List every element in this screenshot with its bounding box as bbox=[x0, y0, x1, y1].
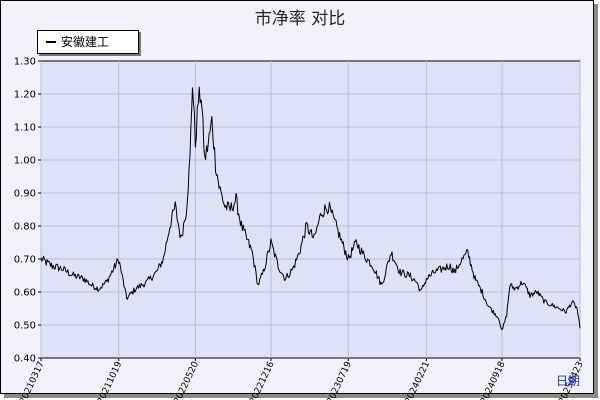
x-tick-label: 20221216 bbox=[248, 360, 277, 400]
y-tick-label: 1.10 bbox=[14, 123, 36, 134]
x-tick-label: 20240918 bbox=[479, 360, 508, 400]
x-axis: 20210317 20211019 20220520 20221216 20230719… bbox=[18, 358, 586, 400]
series-line-anhui-jiangong bbox=[40, 86, 581, 331]
y-tick-label: 0.90 bbox=[14, 189, 36, 200]
legend: 安徽建工 bbox=[37, 30, 139, 54]
grid-lines bbox=[40, 61, 581, 358]
x-tick-label: 20210317 bbox=[18, 360, 46, 400]
x-tick-label: 20230719 bbox=[326, 360, 355, 400]
y-axis: 0.40 0.50 0.60 0.70 0.80 0.90 1.00 1.10 1.20 1.30 bbox=[14, 57, 41, 365]
x-tick-label: 20220520 bbox=[173, 360, 202, 400]
legend-swatch bbox=[46, 41, 56, 43]
plot-area bbox=[40, 60, 581, 359]
y-tick-label: 0.80 bbox=[14, 222, 36, 233]
y-tick-label: 1.00 bbox=[14, 156, 36, 167]
x-tick-label: 20240221 bbox=[404, 360, 432, 400]
y-tick-label: 0.40 bbox=[14, 354, 36, 365]
x-axis-unit-label: 日期 bbox=[556, 374, 581, 388]
chart-title: 市净率 对比 bbox=[254, 9, 346, 29]
legend-label: 安徽建工 bbox=[61, 35, 110, 49]
y-tick-label: 1.30 bbox=[14, 57, 36, 68]
y-tick-label: 0.60 bbox=[14, 288, 36, 299]
y-tick-label: 1.20 bbox=[14, 90, 36, 101]
y-tick-label: 0.70 bbox=[14, 255, 36, 266]
y-tick-label: 0.50 bbox=[14, 321, 36, 332]
x-tick-label: 20211019 bbox=[96, 360, 125, 400]
